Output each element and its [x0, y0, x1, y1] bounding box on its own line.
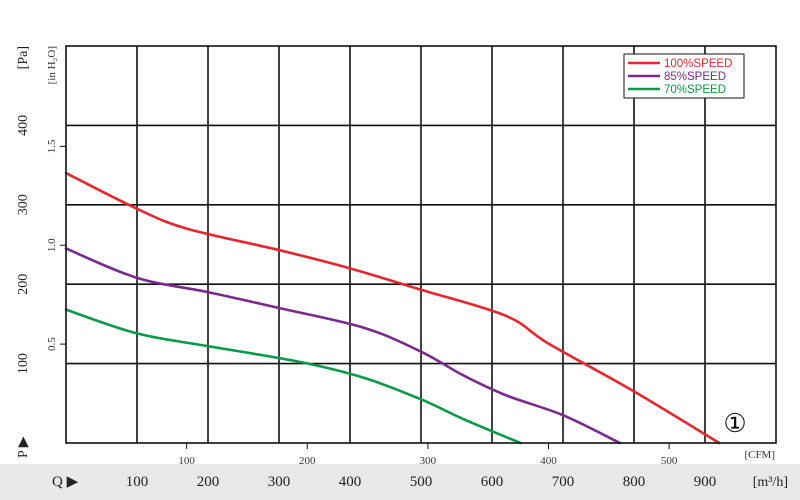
- x-tick-label-m3h: 900: [694, 474, 717, 490]
- legend-label: 70%SPEED: [664, 84, 726, 96]
- y-tick-label-pa: 200: [16, 274, 31, 295]
- x-tick-label-m3h: 300: [268, 474, 291, 490]
- x-ticks-m3h: 100 200 300 400 500 600 700 800 900: [126, 474, 717, 490]
- x-tick-label-m3h: 400: [339, 474, 362, 490]
- x-tick-label-m3h: 500: [410, 474, 433, 490]
- x-axis-label: Q ▶: [52, 474, 79, 490]
- series-line-100pctspeed: [64, 171, 721, 445]
- x-tick-label-m3h: 600: [481, 474, 504, 490]
- x-tick-label-cfm: 400: [540, 455, 557, 467]
- x-unit-cfm: [CFM]: [744, 449, 775, 461]
- y-unit-inh2o: [in H₂O]: [46, 46, 58, 84]
- y-tick-label-inh2o: 1.5: [46, 139, 58, 153]
- x-tick-label-m3h: 200: [197, 474, 220, 490]
- x-tick-label-cfm: 500: [661, 455, 678, 467]
- x-tick-label-cfm: 300: [420, 455, 437, 467]
- x-unit-m3h: [m³/h]: [753, 475, 788, 490]
- x-tick-label-m3h: 800: [623, 474, 646, 490]
- y-tick-label-pa: 100: [16, 353, 31, 374]
- series-line-70pctspeed: [64, 308, 522, 445]
- legend-label: 85%SPEED: [664, 71, 726, 83]
- y-tick-label-pa: 300: [16, 194, 31, 215]
- curve-marker: ①: [723, 408, 746, 438]
- x-tick-label-cfm: 200: [299, 455, 316, 467]
- y-ticks-pa: 100 200 300 400: [16, 115, 31, 374]
- grid: [66, 46, 776, 443]
- x-tick-label-cfm: 100: [178, 455, 195, 467]
- y-unit-pa: [Pa]: [16, 46, 31, 69]
- series-line-85pctspeed: [64, 247, 622, 445]
- x-ticks-cfm: 100 200 300 400 500: [178, 443, 678, 467]
- y-tick-label-pa: 400: [16, 115, 31, 136]
- legend-label: 100%SPEED: [664, 58, 732, 70]
- x-tick-label-m3h: 700: [552, 474, 575, 490]
- x-tick-label-m3h: 100: [126, 474, 149, 490]
- y-ticks-inh2o: 0.5 1.0 1.5: [46, 139, 66, 351]
- plot-frame: [65, 45, 777, 444]
- y-axis-label: P ▶: [16, 436, 31, 458]
- bottom-axis-band: [0, 464, 800, 500]
- curves: [64, 171, 721, 445]
- y-tick-label-inh2o: 1.0: [46, 238, 58, 252]
- y-tick-label-inh2o: 0.5: [46, 337, 58, 351]
